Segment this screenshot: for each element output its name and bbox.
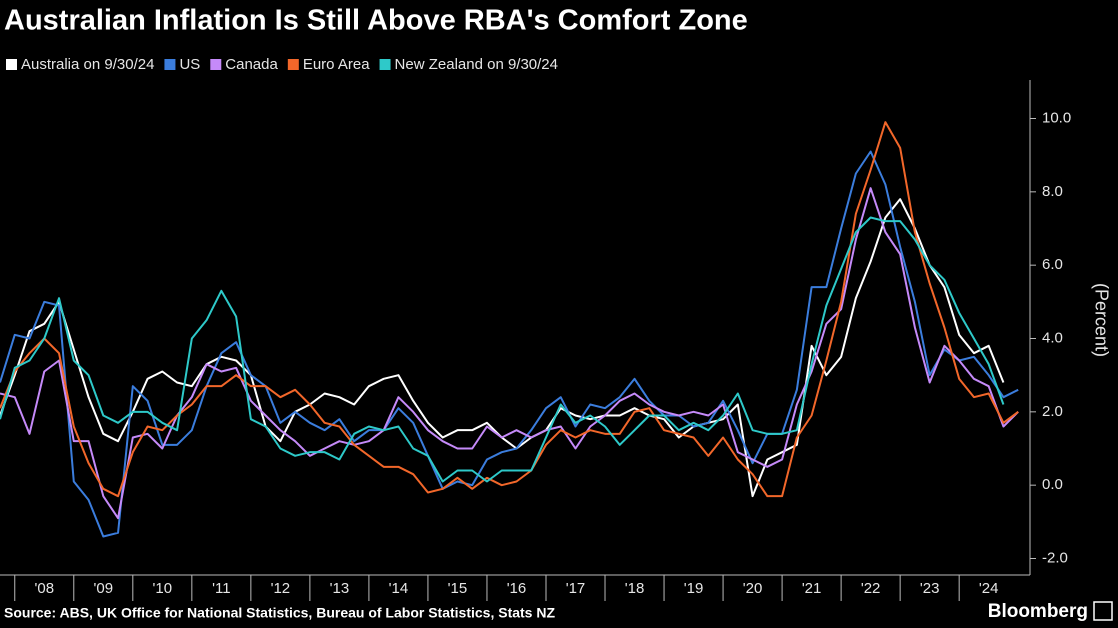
y-tick-label: 4.0	[1042, 329, 1063, 346]
x-tick-label: '17	[566, 580, 586, 597]
brand-icon	[1093, 601, 1113, 621]
series-line	[0, 187, 1019, 520]
x-tick-label: '12	[271, 580, 291, 597]
legend-label: Australia on 9/30/24	[21, 56, 154, 73]
x-tick-label: '14	[389, 580, 409, 597]
x-tick-label: '09	[94, 580, 114, 597]
legend-swatch	[287, 59, 299, 70]
x-tick-label: '23	[920, 580, 940, 597]
y-tick-label: 8.0	[1042, 183, 1063, 200]
brand: Bloomberg	[988, 601, 1088, 622]
source: Source: ABS, UK Office for National Stat…	[4, 605, 555, 621]
x-tick-label: '10	[153, 580, 173, 597]
chart-title: Australian Inflation Is Still Above RBA'…	[4, 5, 748, 37]
x-tick-label: '15	[448, 580, 468, 597]
legend-label: US	[179, 56, 200, 73]
legend-swatch	[210, 59, 222, 70]
x-tick-label: '22	[861, 580, 881, 597]
x-tick-label: '11	[212, 580, 230, 597]
series-line	[0, 150, 1019, 538]
y-tick-label: -2.0	[1042, 549, 1068, 566]
legend-label: New Zealand on 9/30/24	[395, 56, 558, 73]
y-axis-label: (Percent)	[1091, 283, 1111, 357]
x-tick-label: '16	[507, 580, 527, 597]
x-tick-label: '08	[34, 580, 54, 597]
y-tick-label: 6.0	[1042, 256, 1063, 273]
x-tick-label: '13	[330, 580, 350, 597]
x-tick-label: '18	[625, 580, 645, 597]
y-tick-label: 2.0	[1042, 403, 1063, 420]
y-tick-label: 0.0	[1042, 476, 1063, 493]
x-tick-label: '20	[743, 580, 763, 597]
legend-swatch	[6, 59, 17, 70]
legend: Australia on 9/30/24 US Canada Euro Area New…	[6, 56, 558, 73]
x-tick-label: '21	[802, 580, 822, 597]
y-tick-label: 10.0	[1042, 109, 1071, 126]
series-line	[0, 121, 1019, 498]
legend-swatch	[379, 59, 391, 70]
legend-label: Canada	[225, 56, 278, 73]
series-line	[0, 216, 1005, 483]
x-tick-label: '19	[684, 580, 704, 597]
legend-label: Euro Area	[303, 56, 370, 73]
x-tick-label: '24	[979, 580, 999, 597]
legend-swatch	[164, 59, 176, 70]
